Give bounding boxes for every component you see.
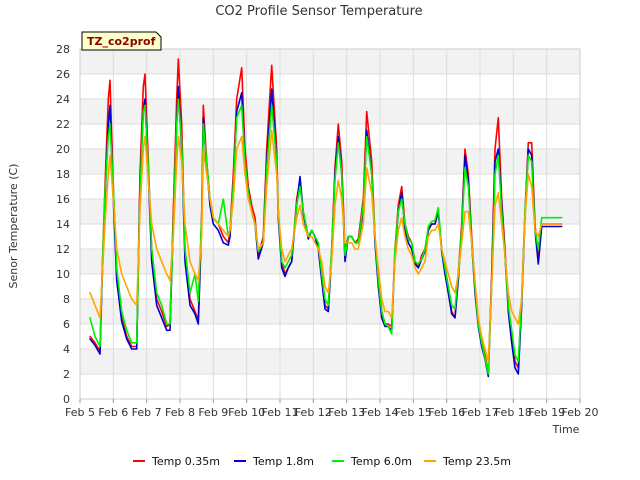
legend-item: Temp 6.0m [332, 455, 412, 468]
y-tick-label: 0 [63, 393, 70, 406]
chart-title: CO2 Profile Sensor Temperature [215, 4, 422, 19]
station-tag-box [81, 31, 162, 51]
y-tick-label: 4 [63, 343, 70, 356]
background-band [80, 349, 580, 374]
legend-item: Temp 23.5m [424, 455, 511, 468]
y-tick-label: 22 [56, 118, 70, 131]
series-line-temp-1-8m [89, 85, 563, 378]
y-axis-label: Senor Temperature (C) [7, 164, 20, 289]
x-tick-label: Feb 15 [395, 406, 432, 419]
y-tick-label: 12 [56, 243, 70, 256]
x-tick-label: Feb 9 [198, 406, 228, 419]
x-tick-label: Feb 18 [495, 406, 532, 419]
background-band [80, 299, 580, 324]
plot-background-bands [80, 49, 580, 374]
series-line-temp-23-5m [89, 129, 563, 363]
series-line-temp-6-0m [89, 98, 563, 375]
x-tick-label: Feb 12 [295, 406, 332, 419]
background-band [80, 49, 580, 74]
background-band [80, 149, 580, 174]
y-tick-label: 8 [63, 293, 70, 306]
y-tick-label: 28 [56, 43, 70, 56]
station-tag: TZ_co2prof [81, 31, 162, 51]
legend-item: Temp 0.35m [133, 455, 220, 468]
y-tick-label: 10 [56, 268, 70, 281]
x-tick-label: Feb 13 [328, 406, 365, 419]
legend-label: Temp 6.0m [350, 455, 412, 468]
y-tick-label: 26 [56, 68, 70, 81]
x-tick-label: Feb 11 [262, 406, 299, 419]
x-axis-label: Time [552, 423, 580, 436]
x-tick-label: Feb 7 [132, 406, 162, 419]
legend-label: Temp 1.8m [252, 455, 314, 468]
x-tick-label: Feb 20 [562, 406, 599, 419]
background-band [80, 99, 580, 124]
y-tick-label: 14 [56, 218, 70, 231]
x-tick-label: Feb 8 [165, 406, 195, 419]
legend-item: Temp 1.8m [234, 455, 314, 468]
x-tick-label: Feb 5 [65, 406, 95, 419]
y-tick-label: 6 [63, 318, 70, 331]
y-tick-label: 20 [56, 143, 70, 156]
x-tick-label: Feb 17 [462, 406, 499, 419]
x-tick-label: Feb 19 [528, 406, 565, 419]
y-tick-label: 18 [56, 168, 70, 181]
x-tick-label: Feb 10 [228, 406, 265, 419]
x-tick-label: Feb 16 [428, 406, 465, 419]
series-layer [89, 58, 563, 378]
legend: Temp 0.35m Temp 1.8m Temp 6.0m Temp 23.5m [133, 455, 511, 468]
y-tick-label: 16 [56, 193, 70, 206]
y-tick-label: 24 [56, 93, 70, 106]
x-tick-label: Feb 6 [98, 406, 128, 419]
plot-frame [79, 48, 581, 400]
legend-label: Temp 0.35m [151, 455, 220, 468]
x-tick-label: Feb 14 [362, 406, 399, 419]
legend-label: Temp 23.5m [442, 455, 511, 468]
y-tick-label: 2 [63, 368, 70, 381]
station-tag-label: TZ_co2prof [87, 35, 156, 48]
background-band [80, 199, 580, 224]
